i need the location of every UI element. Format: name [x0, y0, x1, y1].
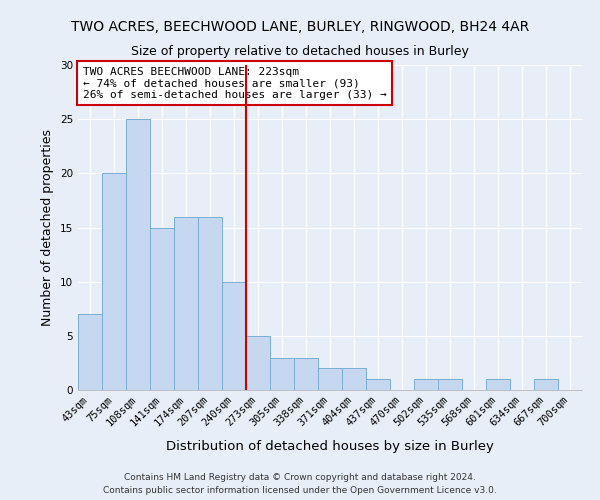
- X-axis label: Distribution of detached houses by size in Burley: Distribution of detached houses by size …: [166, 440, 494, 452]
- Bar: [534, 379, 558, 390]
- Text: TWO ACRES BEECHWOOD LANE: 223sqm
← 74% of detached houses are smaller (93)
26% o: TWO ACRES BEECHWOOD LANE: 223sqm ← 74% o…: [83, 66, 387, 100]
- Y-axis label: Number of detached properties: Number of detached properties: [41, 129, 55, 326]
- Bar: [174, 216, 198, 390]
- Bar: [198, 216, 222, 390]
- Bar: [342, 368, 366, 390]
- Text: Size of property relative to detached houses in Burley: Size of property relative to detached ho…: [131, 45, 469, 58]
- Text: TWO ACRES, BEECHWOOD LANE, BURLEY, RINGWOOD, BH24 4AR: TWO ACRES, BEECHWOOD LANE, BURLEY, RINGW…: [71, 20, 529, 34]
- Bar: [294, 358, 318, 390]
- Bar: [414, 379, 438, 390]
- Bar: [246, 336, 270, 390]
- Bar: [126, 119, 150, 390]
- Text: Contains HM Land Registry data © Crown copyright and database right 2024.
Contai: Contains HM Land Registry data © Crown c…: [103, 474, 497, 495]
- Bar: [78, 314, 102, 390]
- Bar: [222, 282, 246, 390]
- Bar: [318, 368, 342, 390]
- Bar: [438, 379, 462, 390]
- Bar: [102, 174, 126, 390]
- Bar: [150, 228, 174, 390]
- Bar: [486, 379, 510, 390]
- Bar: [366, 379, 390, 390]
- Bar: [270, 358, 294, 390]
